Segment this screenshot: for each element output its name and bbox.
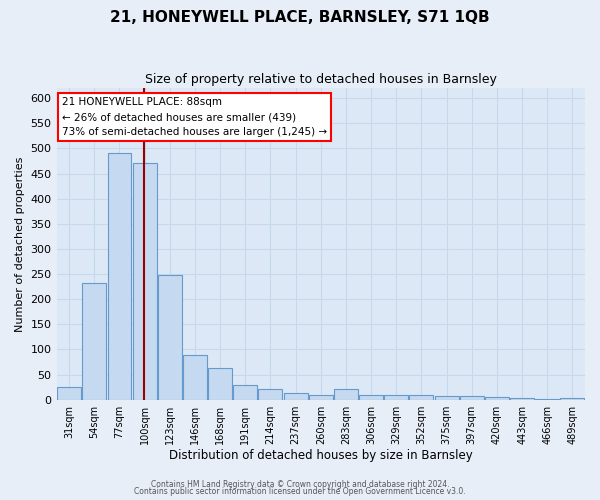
Y-axis label: Number of detached properties: Number of detached properties	[15, 156, 25, 332]
Text: Contains HM Land Registry data © Crown copyright and database right 2024.: Contains HM Land Registry data © Crown c…	[151, 480, 449, 489]
Bar	[259, 388, 283, 400]
Bar	[334, 388, 358, 400]
Bar	[460, 396, 484, 400]
Bar	[208, 368, 232, 400]
Text: 21 HONEYWELL PLACE: 88sqm
← 26% of detached houses are smaller (439)
73% of semi: 21 HONEYWELL PLACE: 88sqm ← 26% of detac…	[62, 98, 327, 137]
Bar	[409, 394, 433, 400]
Bar	[385, 394, 408, 400]
Bar	[434, 396, 458, 400]
Bar	[284, 393, 308, 400]
Bar	[183, 356, 207, 400]
Bar	[233, 384, 257, 400]
Bar	[309, 394, 333, 400]
Bar	[535, 398, 559, 400]
Bar	[82, 283, 106, 400]
Text: 21, HONEYWELL PLACE, BARNSLEY, S71 1QB: 21, HONEYWELL PLACE, BARNSLEY, S71 1QB	[110, 10, 490, 25]
Bar	[158, 275, 182, 400]
Bar	[359, 394, 383, 400]
Title: Size of property relative to detached houses in Barnsley: Size of property relative to detached ho…	[145, 72, 497, 86]
Text: Contains public sector information licensed under the Open Government Licence v3: Contains public sector information licen…	[134, 488, 466, 496]
Bar	[510, 398, 534, 400]
Bar	[133, 164, 157, 400]
Bar	[560, 398, 584, 400]
Bar	[107, 154, 131, 400]
X-axis label: Distribution of detached houses by size in Barnsley: Distribution of detached houses by size …	[169, 450, 473, 462]
Bar	[57, 387, 81, 400]
Bar	[485, 397, 509, 400]
